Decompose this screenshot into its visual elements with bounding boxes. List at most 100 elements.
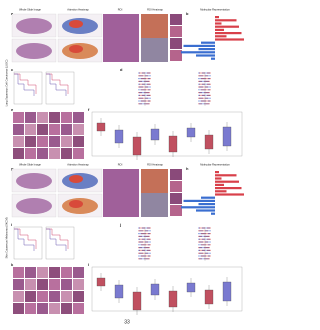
dot xyxy=(208,103,210,105)
molecular-bar xyxy=(211,212,215,215)
roi-heatmap-cool xyxy=(141,38,168,62)
dot xyxy=(149,86,151,88)
dot xyxy=(198,249,200,251)
dot xyxy=(199,258,201,260)
dot xyxy=(143,238,145,240)
histology-tile xyxy=(25,148,36,159)
dot xyxy=(201,241,203,243)
dot xyxy=(138,78,140,80)
dot xyxy=(146,92,148,94)
dot xyxy=(140,100,142,102)
dot xyxy=(148,80,150,82)
dot xyxy=(206,247,208,249)
dot xyxy=(145,103,147,105)
km-curve xyxy=(46,73,69,94)
dot xyxy=(208,233,210,235)
dot xyxy=(207,235,209,237)
dot xyxy=(206,249,208,251)
dot xyxy=(198,255,200,257)
dot xyxy=(147,235,149,237)
dot xyxy=(142,238,144,240)
dot xyxy=(199,86,201,88)
dot xyxy=(206,75,208,77)
dot xyxy=(139,247,141,249)
dot xyxy=(140,103,142,105)
panel-letter: e xyxy=(11,107,14,112)
dot xyxy=(199,249,201,251)
panel-header: Molecular Representation xyxy=(200,163,230,167)
histology-tile xyxy=(37,279,48,290)
histology-tile xyxy=(37,124,48,135)
histology-tile xyxy=(25,267,36,278)
molecular-bar xyxy=(196,209,215,212)
dot xyxy=(143,255,145,257)
dot xyxy=(149,233,151,235)
dot xyxy=(141,247,143,249)
dot xyxy=(209,78,211,80)
km-frame xyxy=(45,71,75,105)
dot xyxy=(138,244,140,246)
histology-tile xyxy=(61,279,72,290)
molecular-bar xyxy=(181,51,215,54)
dot xyxy=(139,75,141,77)
dot xyxy=(149,241,151,243)
histology-tile xyxy=(49,267,60,278)
dot xyxy=(199,75,201,77)
dot xyxy=(198,75,200,77)
histology-tile xyxy=(73,124,84,135)
dot xyxy=(146,94,148,96)
dot xyxy=(198,241,200,243)
molecular-bar xyxy=(215,183,224,186)
dot xyxy=(141,78,143,80)
dot xyxy=(207,249,209,251)
panel-header: Whole Slide Image xyxy=(19,163,41,167)
dot xyxy=(149,97,151,99)
dot xyxy=(148,249,150,251)
dot xyxy=(140,86,142,88)
dot xyxy=(140,258,142,260)
dot xyxy=(200,233,202,235)
dot xyxy=(140,80,142,82)
dot xyxy=(202,94,204,96)
dot xyxy=(141,72,143,74)
dot xyxy=(209,244,211,246)
dot xyxy=(198,252,200,254)
dot xyxy=(142,89,144,91)
dot xyxy=(206,94,208,96)
dot xyxy=(203,247,205,249)
panel-letter: a xyxy=(11,11,14,16)
dot xyxy=(209,255,211,257)
dot xyxy=(141,227,143,229)
dot xyxy=(140,78,142,80)
dot xyxy=(147,78,149,80)
dot xyxy=(199,83,201,85)
dot xyxy=(200,103,202,105)
dot xyxy=(202,233,204,235)
dot xyxy=(206,86,208,88)
tissue xyxy=(16,173,52,189)
dot xyxy=(146,97,148,99)
dot xyxy=(148,94,150,96)
dot xyxy=(207,100,209,102)
panel-letter: c xyxy=(11,67,14,72)
dot xyxy=(199,238,201,240)
dot xyxy=(206,97,208,99)
dot xyxy=(142,72,144,74)
dot xyxy=(201,233,203,235)
dot xyxy=(206,83,208,85)
dot xyxy=(209,241,211,243)
dot xyxy=(205,103,207,105)
dot xyxy=(143,100,145,102)
dot xyxy=(149,252,151,254)
dot xyxy=(198,72,200,74)
dot xyxy=(207,86,209,88)
dot xyxy=(198,97,200,99)
dot xyxy=(201,244,203,246)
dot xyxy=(141,252,143,254)
histology-tile xyxy=(37,112,48,123)
histology-tile xyxy=(13,124,24,135)
box xyxy=(150,128,160,141)
dot xyxy=(142,97,144,99)
dot xyxy=(146,83,148,85)
dot xyxy=(142,227,144,229)
